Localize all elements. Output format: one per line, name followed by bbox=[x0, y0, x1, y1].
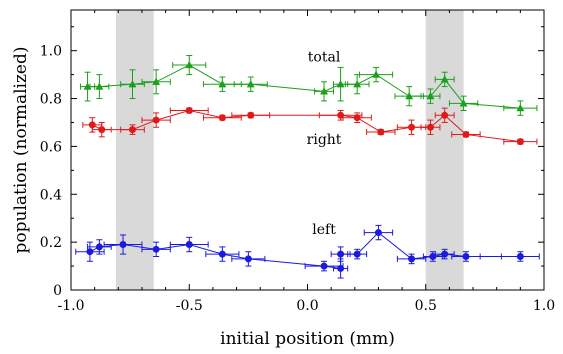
data-point bbox=[374, 229, 382, 237]
y-tick-label: 0.2 bbox=[40, 235, 62, 251]
data-point bbox=[95, 243, 103, 251]
data-point bbox=[185, 60, 194, 69]
data-point bbox=[336, 80, 345, 88]
data-point bbox=[119, 241, 127, 249]
data-point bbox=[459, 99, 468, 107]
data-point bbox=[320, 262, 328, 270]
x-tick-label: 1.0 bbox=[533, 298, 555, 314]
data-point bbox=[185, 241, 193, 249]
data-point bbox=[426, 123, 434, 131]
data-point bbox=[95, 82, 104, 90]
data-point bbox=[320, 87, 329, 95]
data-point bbox=[372, 70, 381, 78]
y-axis-title: population (normalized) bbox=[11, 47, 31, 254]
data-point bbox=[377, 128, 385, 136]
series-label-right: right bbox=[307, 132, 342, 148]
series-total bbox=[79, 54, 538, 116]
data-point bbox=[86, 248, 94, 256]
x-tick-label: -0.5 bbox=[176, 298, 203, 314]
x-tick-label: 0.0 bbox=[296, 298, 318, 314]
error-bar bbox=[141, 112, 171, 128]
y-tick-label: 1.0 bbox=[40, 44, 62, 60]
data-point bbox=[426, 92, 435, 100]
series-left bbox=[75, 224, 540, 279]
data-point bbox=[516, 104, 525, 112]
data-point bbox=[441, 250, 449, 258]
x-tick-label: -1.0 bbox=[58, 298, 85, 314]
y-tick-labels: 0 0.2 0.4 0.6 0.8 1.0 bbox=[40, 44, 62, 299]
data-point bbox=[98, 126, 106, 134]
data-point bbox=[246, 80, 255, 88]
y-tick-label: 0.4 bbox=[40, 187, 62, 203]
series-right bbox=[82, 107, 538, 146]
data-point bbox=[152, 77, 161, 85]
data-point bbox=[353, 114, 361, 122]
data-point bbox=[185, 107, 193, 115]
data-point bbox=[441, 111, 449, 119]
data-point bbox=[218, 80, 227, 88]
data-point bbox=[462, 252, 470, 260]
y-tick-label: 0.8 bbox=[40, 92, 62, 108]
x-tick-label: 0.5 bbox=[415, 298, 437, 314]
data-point bbox=[83, 82, 92, 90]
data-point bbox=[128, 126, 136, 134]
x-axis-title: initial position (mm) bbox=[220, 329, 395, 349]
series-layer bbox=[75, 54, 540, 279]
x-tick-labels: -1.0 -0.5 0.0 0.5 1.0 bbox=[58, 298, 556, 314]
data-point bbox=[408, 255, 416, 263]
y-tick-label: 0 bbox=[53, 283, 62, 299]
data-point bbox=[337, 250, 345, 258]
data-point bbox=[128, 80, 137, 88]
data-point bbox=[337, 264, 345, 272]
data-point bbox=[353, 250, 361, 258]
data-point bbox=[218, 114, 226, 122]
shaded-region-2 bbox=[425, 10, 464, 290]
data-point bbox=[440, 75, 449, 83]
y-tick-label: 0.6 bbox=[40, 139, 62, 155]
series-labels: total right left bbox=[307, 49, 342, 237]
axis-ticks bbox=[70, 10, 545, 291]
data-point bbox=[516, 252, 524, 260]
data-point bbox=[337, 111, 345, 119]
series-label-left: left bbox=[312, 222, 336, 238]
series-label-total: total bbox=[308, 49, 341, 65]
data-point bbox=[408, 123, 416, 131]
data-point bbox=[218, 250, 226, 258]
data-point bbox=[353, 80, 362, 88]
data-point bbox=[429, 252, 437, 260]
data-point bbox=[247, 111, 255, 119]
data-point bbox=[462, 130, 470, 138]
data-point bbox=[152, 116, 160, 124]
data-point bbox=[405, 92, 414, 100]
data-point bbox=[152, 245, 160, 253]
data-point bbox=[516, 138, 524, 146]
data-point bbox=[244, 255, 252, 263]
